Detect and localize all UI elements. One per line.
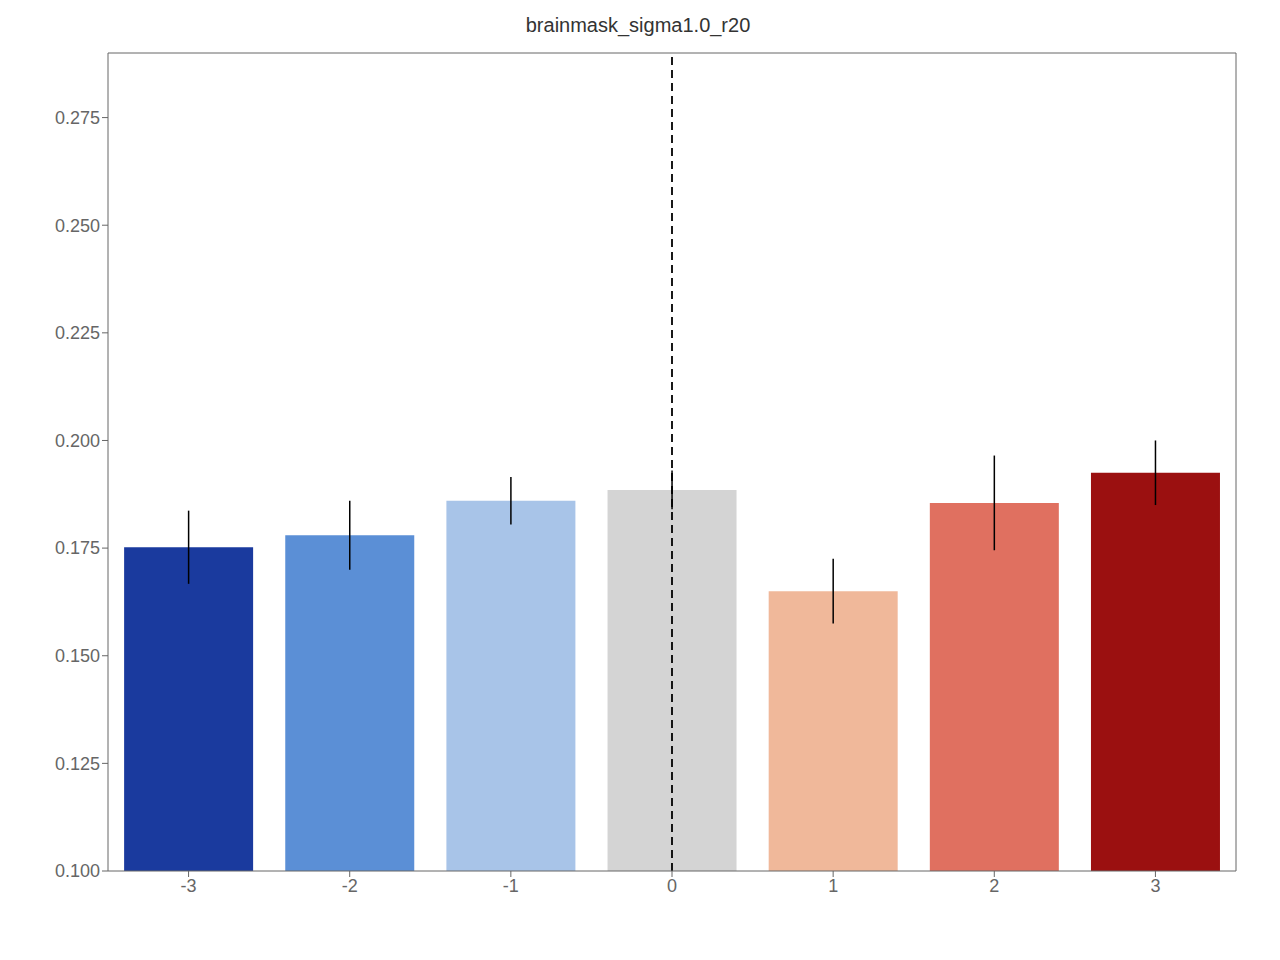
svg-text:0.250: 0.250 [55,216,100,236]
svg-text:0: 0 [667,876,677,896]
svg-text:-3: -3 [181,876,197,896]
svg-text:0.175: 0.175 [55,538,100,558]
svg-text:-1: -1 [503,876,519,896]
svg-text:0.275: 0.275 [55,108,100,128]
svg-text:0.100: 0.100 [55,861,100,881]
svg-text:3: 3 [1150,876,1160,896]
svg-text:0.150: 0.150 [55,646,100,666]
svg-text:0.125: 0.125 [55,754,100,774]
svg-text:1: 1 [828,876,838,896]
html-text:brainmask_sigma1.0_r20: brainmask_sigma1.0_r20 [525,14,751,36]
svg-text:0.225: 0.225 [55,323,100,343]
svg-text:2: 2 [989,876,999,896]
svg-text:0.200: 0.200 [55,431,100,451]
svg-text:-2: -2 [342,876,358,896]
